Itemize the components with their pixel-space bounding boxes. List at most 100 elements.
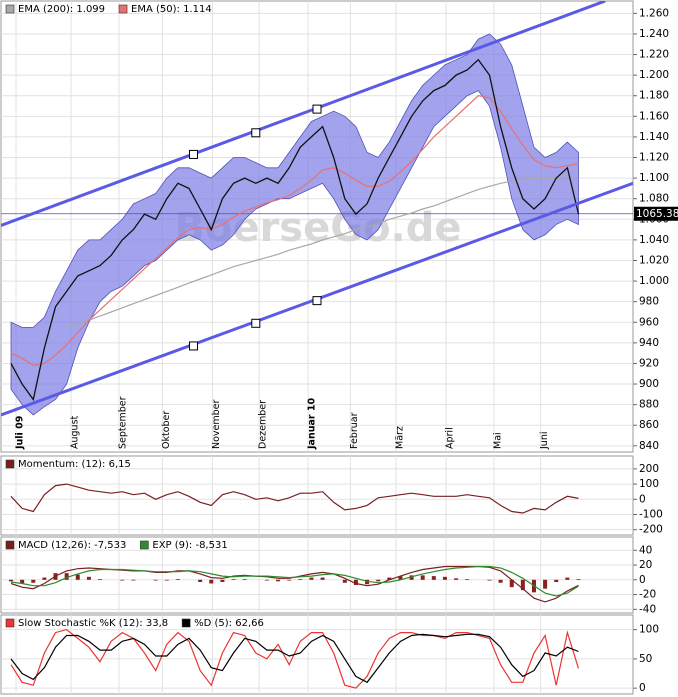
legend-label: %D (5): 62,66 xyxy=(194,618,264,629)
histogram-bar xyxy=(131,579,136,581)
y-tick-label: 1.140 xyxy=(639,131,669,143)
histogram-bar xyxy=(309,577,314,580)
histogram-bar xyxy=(31,579,36,583)
histogram-bar xyxy=(320,577,325,580)
histogram-bar xyxy=(431,576,436,580)
histogram-bar xyxy=(565,577,570,580)
legend-swatch xyxy=(5,459,15,469)
histogram-bar xyxy=(376,579,381,582)
bollinger-band xyxy=(10,33,579,416)
histogram-bar xyxy=(120,579,125,581)
x-tick-label: Juli 09 xyxy=(15,416,26,450)
legend-label: Slow Stochastic %K (12): 33,8 xyxy=(18,618,168,629)
histogram-bar xyxy=(409,575,414,580)
histogram-bar xyxy=(220,579,225,583)
x-tick-label: Januar 10 xyxy=(307,398,318,450)
channel-marker xyxy=(188,149,198,159)
x-tick-label: Februar xyxy=(349,412,360,449)
y-tick-label: 980 xyxy=(639,296,659,308)
y-tick-label: -100 xyxy=(639,508,663,520)
histogram-bar xyxy=(64,573,69,580)
legend-label: Momentum: (12): 6,15 xyxy=(18,459,131,470)
channel-marker xyxy=(251,128,261,138)
histogram-bar xyxy=(20,579,25,584)
histogram-bar xyxy=(487,579,492,581)
y-tick-label: 1.120 xyxy=(639,152,669,164)
series-line xyxy=(10,628,580,689)
y-tick-label: -40 xyxy=(639,603,656,615)
channel-marker xyxy=(188,341,198,351)
y-tick-label: 1.020 xyxy=(639,254,669,266)
legend-label: MACD (12,26): -7,533 xyxy=(18,540,126,551)
y-tick-label: 1.220 xyxy=(639,49,669,61)
legend-swatch xyxy=(118,4,128,14)
x-tick-label: Mai xyxy=(492,432,503,449)
histogram-bar xyxy=(420,575,425,580)
y-tick-label: 100 xyxy=(639,624,659,636)
y-tick-label: 920 xyxy=(639,357,659,369)
x-tick-label: Juni xyxy=(539,432,550,450)
histogram-bar xyxy=(276,579,281,582)
plot-area xyxy=(1,537,633,613)
channel-marker xyxy=(251,318,261,328)
histogram-bar xyxy=(465,579,470,580)
histogram-bar xyxy=(398,576,403,580)
histogram-bar xyxy=(498,579,503,583)
y-tick-label: -20 xyxy=(639,589,656,601)
series-line xyxy=(66,177,579,328)
legend-label: EMA (200): 1.099 xyxy=(18,4,105,15)
histogram-bar xyxy=(264,579,269,581)
plot-area xyxy=(1,615,633,694)
histogram-bar xyxy=(164,579,169,581)
y-tick-label: 1.200 xyxy=(639,69,669,81)
channel-marker xyxy=(312,296,322,306)
histogram-bar xyxy=(9,579,14,582)
y-tick-label: 860 xyxy=(639,419,659,431)
x-tick-label: August xyxy=(70,415,81,449)
legend-swatch xyxy=(140,540,149,550)
series-line xyxy=(10,483,579,514)
histogram-bar xyxy=(543,579,548,589)
histogram-bar xyxy=(342,579,347,583)
histogram-bar xyxy=(353,579,358,585)
histogram-bar xyxy=(454,578,459,580)
histogram-bar xyxy=(242,579,247,580)
histogram-bar xyxy=(231,579,236,580)
last-price-box xyxy=(634,206,678,221)
y-tick-label: 40 xyxy=(639,544,652,556)
y-tick-label: 1.260 xyxy=(639,7,669,19)
x-tick-label: März xyxy=(395,426,406,449)
histogram-bar xyxy=(198,579,203,583)
legend-swatch xyxy=(5,540,15,550)
histogram-bar xyxy=(298,579,303,580)
y-tick-label: 1.160 xyxy=(639,110,669,122)
series-line xyxy=(10,565,579,597)
histogram-bar xyxy=(75,574,80,580)
legend-label: EXP (9): -8,531 xyxy=(152,540,227,551)
histogram-bar xyxy=(365,579,370,585)
histogram-bar xyxy=(98,579,103,580)
plot-area xyxy=(1,456,633,535)
y-tick-label: -200 xyxy=(639,524,663,536)
channel-marker xyxy=(312,104,322,114)
y-tick-label: 20 xyxy=(639,559,652,571)
y-tick-label: 0 xyxy=(639,574,646,586)
channel-line xyxy=(1,1,606,227)
x-tick-label: November xyxy=(211,399,222,449)
y-tick-label: 900 xyxy=(639,378,659,390)
last-price-label: 1065.38 xyxy=(636,208,678,220)
histogram-bar xyxy=(576,579,581,580)
x-tick-label: Oktober xyxy=(161,411,172,449)
y-tick-label: 940 xyxy=(639,337,659,349)
histogram-bar xyxy=(86,576,91,580)
y-tick-label: 100 xyxy=(639,478,659,490)
x-tick-label: Dezember xyxy=(258,400,269,449)
legend-label: EMA (50): 1.114 xyxy=(131,4,212,15)
x-tick-label: September xyxy=(117,396,128,449)
legend-swatch xyxy=(181,618,191,628)
y-tick-label: 1.100 xyxy=(639,172,669,184)
y-tick-label: 1.040 xyxy=(639,234,669,246)
y-tick-label: 0 xyxy=(639,493,646,505)
y-tick-label: 0 xyxy=(639,682,646,694)
